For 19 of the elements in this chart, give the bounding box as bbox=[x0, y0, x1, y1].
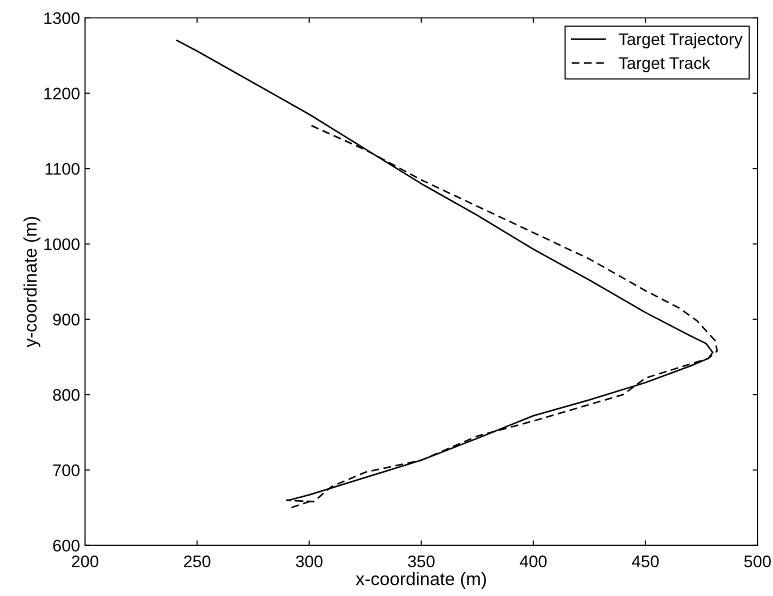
x-tick-label: 200 bbox=[72, 556, 98, 568]
y-tick-label: 800 bbox=[53, 389, 80, 401]
y-tick-label: 700 bbox=[53, 464, 80, 476]
legend-label: Target Track bbox=[618, 56, 710, 72]
y-tick-label: 1100 bbox=[46, 162, 80, 175]
x-tick-label: 450 bbox=[632, 556, 659, 568]
x-axis-title: x-coordinate (m) bbox=[356, 572, 486, 589]
y-tick-label: 600 bbox=[53, 540, 80, 552]
legend-label: Target Trajectory bbox=[618, 32, 743, 48]
x-tick-label: 350 bbox=[408, 556, 435, 568]
x-tick-label: 250 bbox=[184, 556, 210, 568]
y-tick-label: 1300 bbox=[44, 12, 80, 24]
y-tick-label: 900 bbox=[53, 314, 80, 326]
x-tick-label: 300 bbox=[296, 556, 322, 568]
x-tick-label: 400 bbox=[520, 556, 547, 568]
y-tick-label: 1200 bbox=[44, 88, 80, 100]
y-tick-label: 1000 bbox=[44, 238, 80, 250]
x-tick-label: 500 bbox=[744, 556, 771, 568]
y-axis-title: y-coordinate (m) bbox=[23, 217, 40, 348]
